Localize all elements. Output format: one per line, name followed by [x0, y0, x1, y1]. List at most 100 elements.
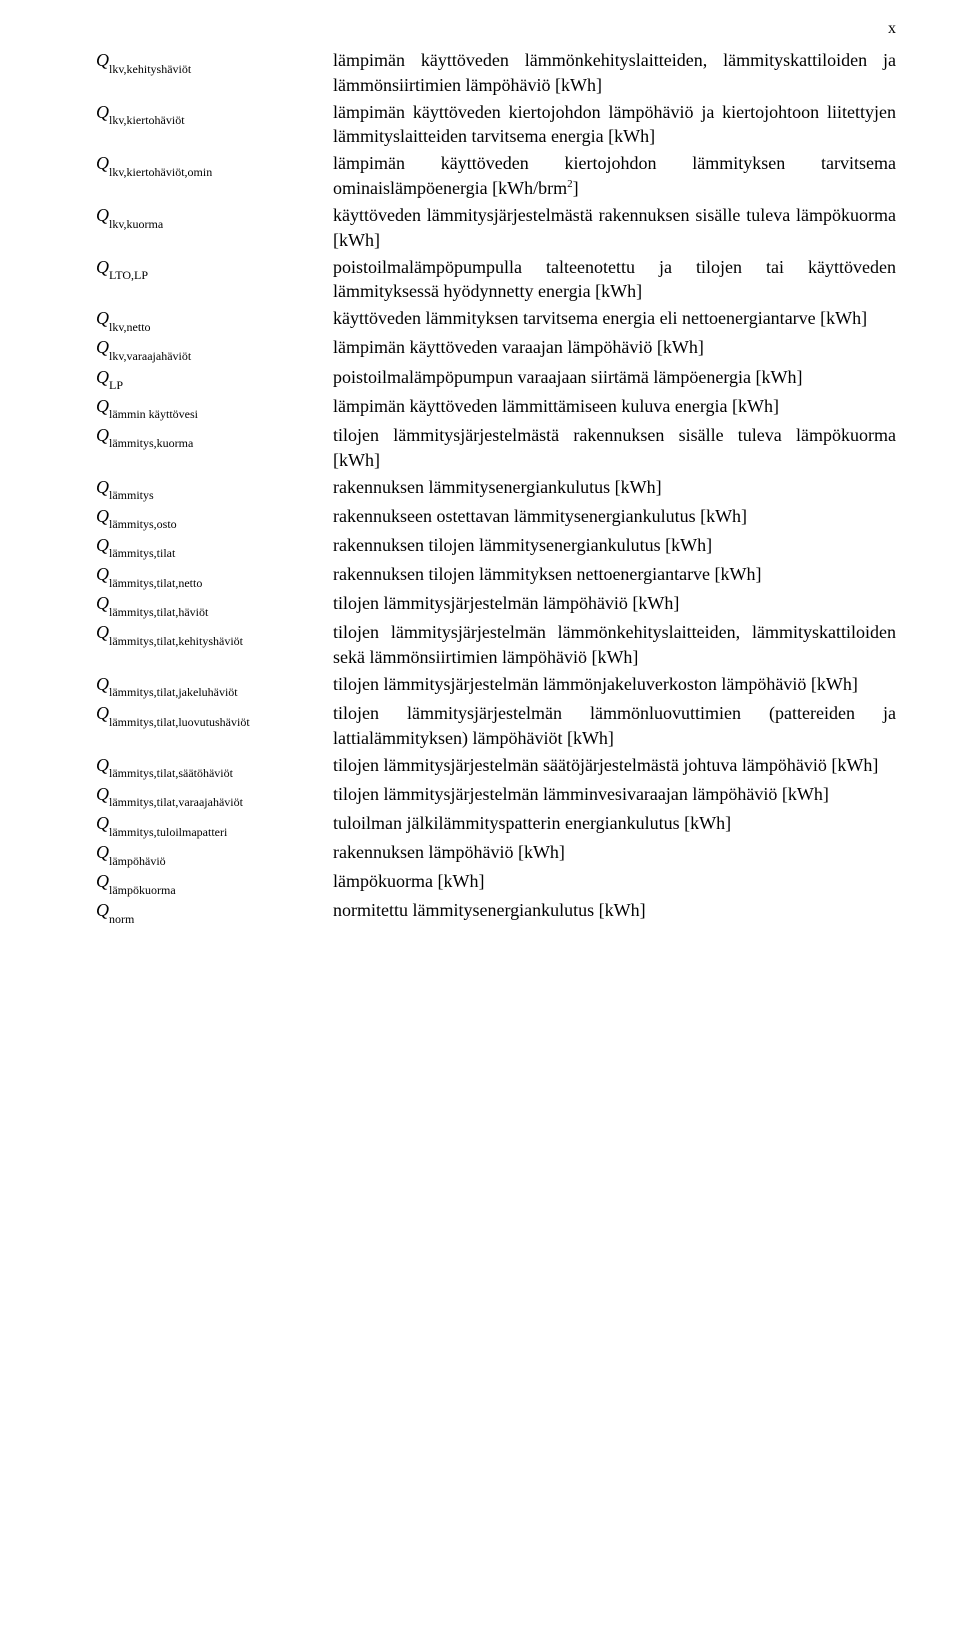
definition-text: normitettu lämmitysenergiankulutus [kWh] — [333, 898, 896, 923]
symbol-subscript: lämmitys — [109, 488, 154, 502]
definition-text: lämpökuorma [kWh] — [333, 869, 896, 894]
definition-text: rakennuksen tilojen lämmitysenergiankulu… — [333, 533, 896, 558]
symbol-base: Q — [96, 842, 109, 862]
symbol-subscript: norm — [109, 912, 134, 926]
definition-row: Qlämmitys,tuloilmapatterituloilman jälki… — [96, 811, 896, 838]
symbol-cell: Qlkv,kehityshäviöt — [96, 48, 333, 75]
definition-text: rakennuksen tilojen lämmityksen nettoene… — [333, 562, 896, 587]
symbol-base: Q — [96, 622, 109, 642]
symbol-subscript: lkv,varaajahäviöt — [109, 349, 191, 363]
symbol-base: Q — [96, 900, 109, 920]
definition-row: Qlkv,nettokäyttöveden lämmityksen tarvit… — [96, 306, 896, 333]
symbol-cell: Qnorm — [96, 898, 333, 925]
definition-row: Qlämmitys,ostorakennukseen ostettavan lä… — [96, 504, 896, 531]
symbol-subscript: lkv,netto — [109, 320, 151, 334]
symbol-subscript: lämmitys,tilat,netto — [109, 576, 202, 590]
definition-row: Qlämmitys,tilat,kehityshäviöttilojen läm… — [96, 620, 896, 670]
definition-row: Qlämmitys,tilat,häviöttilojen lämmitysjä… — [96, 591, 896, 618]
symbol-base: Q — [96, 205, 109, 225]
definition-row: QLTO,LPpoistoilmalämpöpumpulla talteenot… — [96, 255, 896, 305]
definition-text: käyttöveden lämmitysjärjestelmästä raken… — [333, 203, 896, 253]
definition-row: Qlämmitys,tilat,nettorakennuksen tilojen… — [96, 562, 896, 589]
symbol-cell: Qlämmitys,tuloilmapatteri — [96, 811, 333, 838]
symbol-cell: Qlämmitys,kuorma — [96, 423, 333, 450]
definition-text: tilojen lämmitysjärjestelmästä rakennuks… — [333, 423, 896, 473]
definitions-list: Qlkv,kehityshäviötlämpimän käyttöveden l… — [96, 48, 896, 926]
symbol-base: Q — [96, 755, 109, 775]
page-number: x — [888, 20, 896, 38]
definition-text: lämpimän käyttöveden kiertojohdon lämmit… — [333, 151, 896, 201]
document-page: x Qlkv,kehityshäviötlämpimän käyttöveden… — [0, 0, 960, 1630]
definition-text: lämpimän käyttöveden kiertojohdon lämpöh… — [333, 100, 896, 150]
symbol-subscript: lämmitys,tilat,kehityshäviöt — [109, 634, 243, 648]
symbol-base: Q — [96, 674, 109, 694]
symbol-subscript: LTO,LP — [109, 268, 148, 282]
symbol-subscript: lämpöhäviö — [109, 854, 166, 868]
symbol-cell: Qlämpöhäviö — [96, 840, 333, 867]
symbol-base: Q — [96, 425, 109, 445]
definition-text: tilojen lämmitysjärjestelmän lämminvesiv… — [333, 782, 896, 807]
symbol-cell: Qlkv,kiertohäviöt,omin — [96, 151, 333, 178]
definition-row: QLP poistoilmalämpöpumpun varaajaan siirt… — [96, 365, 896, 392]
symbol-subscript: lkv,kuorma — [109, 217, 163, 231]
definition-row: Qlämpökuormalämpökuorma [kWh] — [96, 869, 896, 896]
symbol-subscript: lämmitys,tuloilmapatteri — [109, 825, 227, 839]
definition-row: Qlämmitys,tilat,säätöhäviöttilojen lämmi… — [96, 753, 896, 780]
symbol-cell: Qlämmitys,tilat,säätöhäviöt — [96, 753, 333, 780]
definition-text: tilojen lämmitysjärjestelmän säätöjärjes… — [333, 753, 896, 778]
definition-row: Qlämmitys,tilat,varaajahäviöttilojen läm… — [96, 782, 896, 809]
symbol-subscript: lkv,kehityshäviöt — [109, 62, 191, 76]
symbol-subscript: lämmitys,kuorma — [109, 436, 193, 450]
symbol-base: Q — [96, 367, 109, 387]
definition-text: lämpimän käyttöveden lämmönkehityslaitte… — [333, 48, 896, 98]
definition-text: rakennuksen lämmitysenergiankulutus [kWh… — [333, 475, 896, 500]
symbol-subscript: lämmitys,tilat,jakeluhäviöt — [109, 685, 238, 699]
definition-text: poistoilmalämpöpumpulla talteenotettu ja… — [333, 255, 896, 305]
symbol-base: Q — [96, 257, 109, 277]
definition-row: Qlämmitys,kuormatilojen lämmitysjärjeste… — [96, 423, 896, 473]
symbol-base: Q — [96, 703, 109, 723]
symbol-subscript: lkv,kiertohäviöt,omin — [109, 165, 212, 179]
symbol-cell: Qlämmitys,osto — [96, 504, 333, 531]
symbol-base: Q — [96, 153, 109, 173]
definition-text: poistoilmalämpöpumpun varaajaan siirtämä… — [333, 365, 896, 390]
symbol-base: Q — [96, 784, 109, 804]
definition-row: Qlkv,kehityshäviötlämpimän käyttöveden l… — [96, 48, 896, 98]
symbol-cell: Qlkv,kiertohäviöt — [96, 100, 333, 127]
definition-row: Qlämmitys,tilatrakennuksen tilojen lämmi… — [96, 533, 896, 560]
definition-row: Qlämmin käyttövesilämpimän käyttöveden l… — [96, 394, 896, 421]
definition-row: Qlkv,kiertohäviötlämpimän käyttöveden ki… — [96, 100, 896, 150]
symbol-cell: QLTO,LP — [96, 255, 333, 282]
definition-row: Qlämmitysrakennuksen lämmitysenergiankul… — [96, 475, 896, 502]
symbol-cell: Qlkv,kuorma — [96, 203, 333, 230]
symbol-subscript: lämmitys,tilat,säätöhäviöt — [109, 766, 233, 780]
definition-row: Qlämmitys,tilat,jakeluhäviöttilojen lämm… — [96, 672, 896, 699]
symbol-base: Q — [96, 871, 109, 891]
symbol-subscript: lämmitys,tilat,luovutushäviöt — [109, 715, 250, 729]
definition-text: rakennukseen ostettavan lämmitysenergian… — [333, 504, 896, 529]
definition-text: tuloilman jälkilämmityspatterin energian… — [333, 811, 896, 836]
symbol-base: Q — [96, 506, 109, 526]
symbol-cell: Qlämmitys,tilat,varaajahäviöt — [96, 782, 333, 809]
symbol-cell: Qlämmin käyttövesi — [96, 394, 333, 421]
symbol-base: Q — [96, 813, 109, 833]
symbol-subscript: lämmitys,tilat,häviöt — [109, 605, 208, 619]
definition-row: Qlämmitys,tilat,luovutushäviöttilojen lä… — [96, 701, 896, 751]
symbol-cell: Qlämmitys,tilat,kehityshäviöt — [96, 620, 333, 647]
symbol-cell: Qlämmitys,tilat — [96, 533, 333, 560]
symbol-base: Q — [96, 593, 109, 613]
symbol-cell: Qlämmitys,tilat,netto — [96, 562, 333, 589]
symbol-subscript: lämmitys,tilat,varaajahäviöt — [109, 795, 243, 809]
symbol-cell: Qlkv,netto — [96, 306, 333, 333]
superscript: 2 — [567, 178, 573, 190]
symbol-subscript: lämmin käyttövesi — [109, 407, 198, 421]
symbol-base: Q — [96, 308, 109, 328]
definition-row: Qlkv,kuormakäyttöveden lämmitysjärjestel… — [96, 203, 896, 253]
symbol-cell: Qlämmitys,tilat,jakeluhäviöt — [96, 672, 333, 699]
symbol-base: Q — [96, 535, 109, 555]
symbol-cell: Qlkv,varaajahäviöt — [96, 335, 333, 362]
symbol-cell: Qlämmitys,tilat,häviöt — [96, 591, 333, 618]
definition-row: Qlämpöhäviörakennuksen lämpöhäviö [kWh] — [96, 840, 896, 867]
symbol-subscript: LP — [109, 378, 123, 392]
definition-text: tilojen lämmitysjärjestelmän lämpöhäviö … — [333, 591, 896, 616]
